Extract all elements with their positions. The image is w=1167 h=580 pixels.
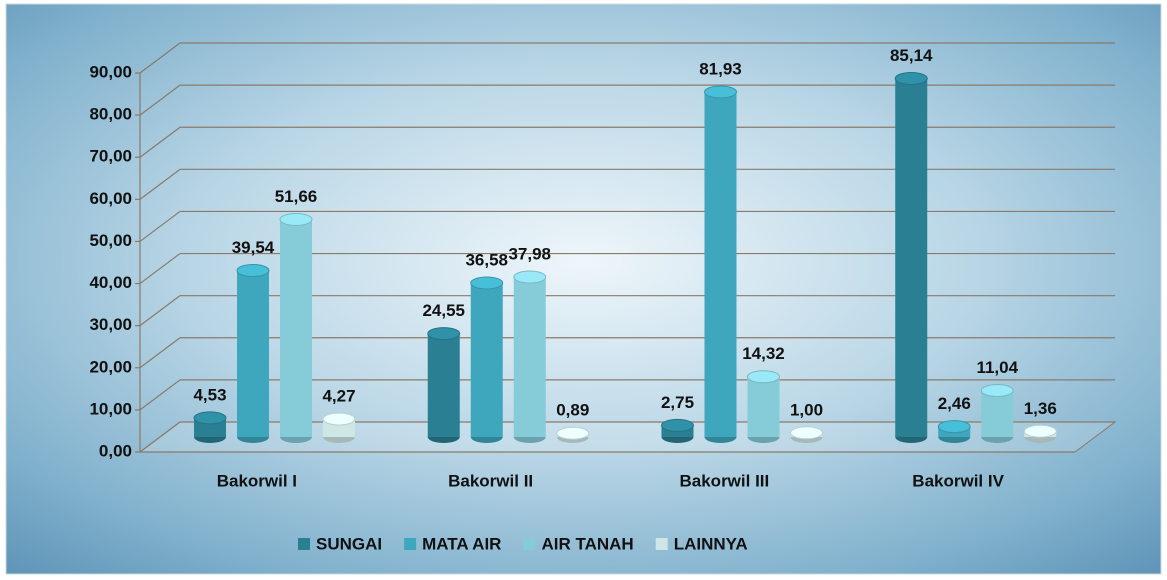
bar-top [748, 371, 780, 383]
data-label: 36,58 [465, 250, 508, 269]
data-label: 37,98 [508, 245, 551, 264]
legend-label: MATA AIR [422, 534, 501, 553]
data-label: 4,53 [193, 385, 226, 404]
bar-top [662, 419, 694, 431]
y-tick-label: 70,00 [89, 147, 132, 166]
bar [748, 377, 780, 437]
page: 0,00 10,00 20,00 30,00 40,00 50,00 60,00 70,00 8… [0, 0, 1167, 580]
legend-label: SUNGAI [316, 534, 382, 553]
legend-label: LAINNYA [674, 534, 748, 553]
bar-top [280, 213, 312, 225]
bar-top [237, 264, 269, 276]
legend-swatch [298, 538, 310, 550]
x-tick-label: Bakorwil IV [912, 471, 1004, 490]
y-tick-label: 90,00 [89, 62, 132, 81]
bar [280, 219, 312, 437]
y-tick-label: 80,00 [89, 105, 132, 124]
x-tick-label: Bakorwil III [680, 471, 770, 490]
data-label: 81,93 [699, 59, 742, 78]
data-label: 4,27 [322, 387, 355, 406]
legend-swatch [656, 538, 668, 550]
data-label: 2,75 [661, 393, 694, 412]
bar-top [514, 271, 546, 283]
bar-top [938, 421, 970, 433]
bar-top [705, 86, 737, 98]
legend-label: AIR TANAH [541, 534, 633, 553]
data-label: 1,36 [1024, 399, 1057, 418]
bar [514, 277, 546, 437]
y-tick-label: 20,00 [89, 357, 132, 376]
data-label: 24,55 [422, 301, 465, 320]
bar [895, 78, 927, 437]
data-label: 39,54 [232, 238, 275, 257]
bar [237, 270, 269, 437]
y-tick-label: 10,00 [89, 399, 132, 418]
y-tick-label: 0,00 [99, 441, 132, 460]
chart: 0,00 10,00 20,00 30,00 40,00 50,00 60,00 70,00 8… [0, 0, 1167, 580]
x-tick-label: Bakorwil I [217, 471, 297, 490]
bar-top [194, 412, 226, 424]
x-tick-label: Bakorwil II [448, 471, 533, 490]
bar [981, 391, 1013, 437]
bar-top [471, 277, 503, 289]
data-label: 51,66 [275, 187, 318, 206]
y-tick-label: 30,00 [89, 315, 132, 334]
bar [471, 283, 503, 437]
y-tick-label: 60,00 [89, 189, 132, 208]
data-label: 2,46 [938, 394, 971, 413]
bar-top [323, 413, 355, 425]
bar [428, 334, 460, 437]
bar-top [428, 328, 460, 340]
data-label: 0,89 [556, 401, 589, 420]
bar-top [895, 72, 927, 84]
bar-top [557, 427, 589, 439]
y-tick-label: 40,00 [89, 273, 132, 292]
data-label: 14,32 [742, 344, 785, 363]
legend-swatch [523, 538, 535, 550]
bar-top [791, 427, 823, 439]
data-label: 11,04 [976, 358, 1018, 377]
bar [705, 92, 737, 437]
bar-top [1024, 425, 1056, 437]
bar-top [981, 385, 1013, 397]
y-tick-label: 50,00 [89, 231, 132, 250]
data-label: 1,00 [790, 400, 823, 419]
data-label: 85,14 [890, 46, 933, 65]
legend-swatch [404, 538, 416, 550]
